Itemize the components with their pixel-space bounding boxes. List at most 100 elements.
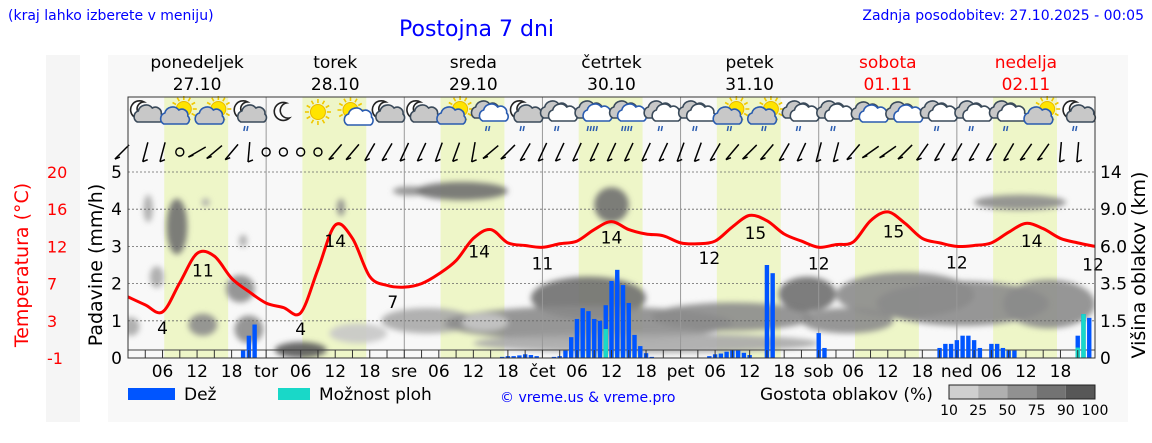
rain-drops-icon [1074,125,1078,132]
cloud-height-tick: 6.0 [1100,237,1127,257]
wind-barb-icon [470,142,476,162]
rain-drops-icon [595,125,598,132]
day-abbr-label: tor [254,362,278,382]
hour-label: 06 [981,362,1003,382]
weather-icon-cloud-rain-white [470,100,509,132]
temperature-label: 15 [883,223,905,243]
rain-drops-icon [764,125,767,132]
rain-drops-icon [621,125,624,132]
wind-barb-tick [572,158,579,162]
day-date: 28.10 [311,75,360,95]
wind-barb-tick [833,158,839,163]
sun-ray [172,101,177,106]
wind-barb-tick [435,158,441,163]
wind-barb-icon [968,142,980,162]
precip-tick: 3 [111,237,122,257]
hour-label: 12 [877,362,899,382]
cloud-height-axis-label: Višina oblakov (km) [1128,172,1150,359]
rain-bar [615,269,620,358]
rain-drops-icon [933,125,937,132]
wind-barb-icon [725,143,740,161]
wind-barb-tick [862,155,868,159]
rain-drops-icon [729,125,733,132]
weather-icon-sun-cloud-rain [712,96,750,132]
day-name: torek [313,53,357,73]
wind-barb-icon [1003,142,1015,162]
rain-bar [943,343,948,358]
cloud-density-blob [415,181,508,201]
wind-barb-tick [328,156,335,161]
rain-drops-icon [630,125,633,132]
wind-barb-icon [951,142,963,162]
sun-ray [778,101,783,106]
wind-barb-tick [224,156,231,161]
sun-ray [1054,112,1059,117]
temperature-label: 14 [1021,232,1043,252]
rain-bar [626,302,631,358]
copyright-link[interactable]: © vreme.us & vreme.pro [500,390,675,406]
rain-bar [592,318,597,358]
wind-barb-icon [709,142,721,162]
temp-tick: 20 [47,163,67,182]
wind-barb-icon [554,142,565,162]
rain-drops-icon [484,125,488,132]
density-swatch [1036,385,1066,399]
cloud-density-blob [461,313,508,331]
cloud-icon [194,106,225,125]
wind-barb-icon [482,144,499,160]
wind-barb-tick [641,158,648,162]
wind-barb-tick [482,155,489,160]
sun-ray [191,101,196,106]
temperature-line [127,210,1096,317]
wind-barb-tick [658,158,665,162]
region-hint-link[interactable]: (kraj lahko izberete v meniju) [8,8,214,24]
cloud-density-blob [149,266,164,288]
sun-ray [225,101,230,106]
rain-bar [620,285,626,358]
shower-legend-swatch [278,388,310,400]
rain-bar [597,320,603,358]
wind-barb-icon [623,142,634,162]
sun-ray [211,97,215,102]
day-name: ponedeljek [150,53,244,73]
density-swatch [1007,385,1037,399]
wind-barb-icon [141,142,149,162]
weather-icon-sun-cloud-rain [746,96,784,132]
sun-ray [763,97,768,102]
sun-ray [759,101,764,106]
day-name: nedelja [995,53,1057,73]
sun-ray [467,101,472,106]
rain-bar [638,346,643,358]
rain-bar [1075,335,1080,358]
rain-drops-icon [1002,125,1006,132]
day-name: sreda [450,53,497,73]
hour-label: 06 [152,362,174,382]
wind-row [114,141,1083,163]
rain-bar [580,308,585,358]
rain-bar [718,353,724,358]
shower-legend-label: Možnost ploh [319,385,432,405]
rain-bar [551,356,557,358]
cloud-density-blob [1002,279,1095,329]
rain-drops-icon [624,125,627,132]
cloud-height-tick: 9.0 [1100,200,1127,220]
cloud-height-tick: 3.5 [1100,275,1127,295]
weather-icon-cloud-rain [643,100,682,132]
day-date: 30.10 [587,75,636,95]
rain-drops-icon [553,125,557,132]
rain-bar [534,356,539,358]
wind-barb-tick [345,156,352,161]
cloud-density-blob [594,187,629,223]
wind-barb-tick [725,156,732,161]
temperature-label: 12 [1082,255,1104,275]
wind-barb-icon [1076,141,1080,163]
shower-bar [1081,314,1086,358]
wind-barb-icon [589,142,600,162]
rain-drops-icon [627,125,630,132]
wind-calm-icon [313,147,323,157]
rain-drops-icon [657,125,661,132]
wind-barb-icon [159,142,166,162]
density-tick: 90 [1057,403,1075,419]
sun-ray [354,98,358,103]
rain-drops-icon [795,125,799,132]
